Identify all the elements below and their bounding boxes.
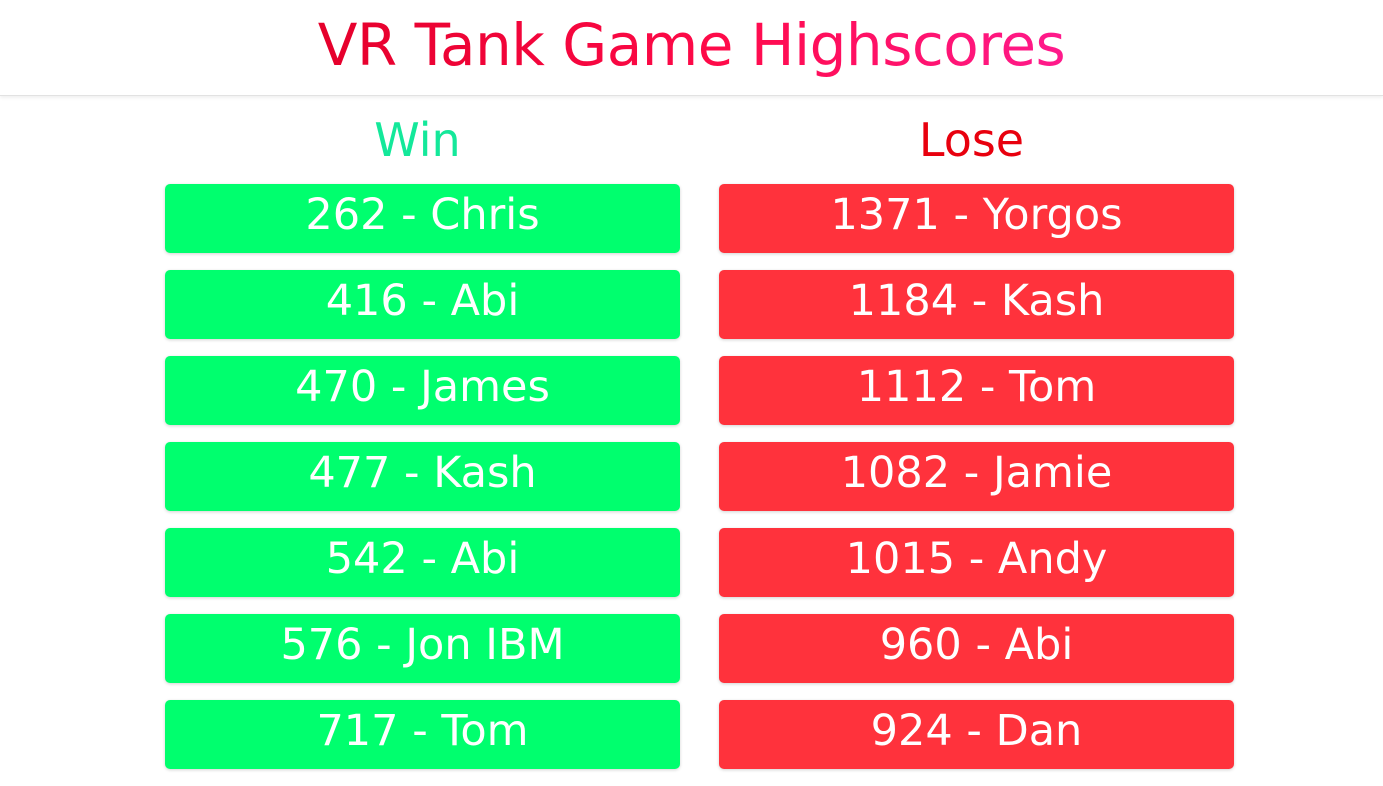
lose-list: 1371 - Yorgos 1184 - Kash 1112 - Tom 108… — [719, 184, 1234, 769]
page-title: VR Tank Game Highscores — [317, 10, 1066, 79]
win-row: 542 - Abi — [165, 528, 680, 597]
win-row: 416 - Abi — [165, 270, 680, 339]
win-column: Win 262 - Chris 416 - Abi 470 - James 47… — [165, 108, 680, 786]
lose-row: 1082 - Jamie — [719, 442, 1234, 511]
win-row: 262 - Chris — [165, 184, 680, 253]
win-heading: Win — [374, 113, 461, 167]
lose-column: Lose 1371 - Yorgos 1184 - Kash 1112 - To… — [719, 108, 1234, 786]
lose-row: 1184 - Kash — [719, 270, 1234, 339]
page-header: VR Tank Game Highscores — [0, 0, 1383, 96]
lose-row: 1015 - Andy — [719, 528, 1234, 597]
win-row: 477 - Kash — [165, 442, 680, 511]
win-list: 262 - Chris 416 - Abi 470 - James 477 - … — [165, 184, 680, 769]
lose-row: 960 - Abi — [719, 614, 1234, 683]
win-row: 470 - James — [165, 356, 680, 425]
win-row: 717 - Tom — [165, 700, 680, 769]
lose-heading: Lose — [918, 113, 1025, 167]
lose-row: 1371 - Yorgos — [719, 184, 1234, 253]
lose-row: 924 - Dan — [719, 700, 1234, 769]
win-row: 576 - Jon IBM — [165, 614, 680, 683]
lose-row: 1112 - Tom — [719, 356, 1234, 425]
